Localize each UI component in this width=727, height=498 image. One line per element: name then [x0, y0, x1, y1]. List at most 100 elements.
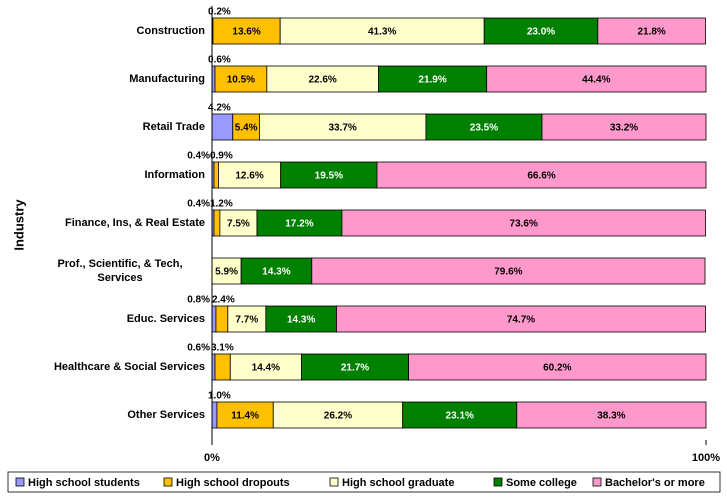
bar-segment	[516, 401, 707, 429]
category-label: Educ. Services	[126, 313, 205, 325]
data-label: 74.7%	[507, 315, 535, 326]
data-label: 0.6%	[187, 343, 210, 354]
data-label: 26.2%	[324, 411, 352, 422]
data-label: 21.9%	[418, 75, 446, 86]
legend-swatch	[163, 477, 173, 487]
bar-segment	[376, 161, 707, 189]
bar-segment	[213, 161, 219, 189]
data-label: 14.3%	[287, 315, 315, 326]
bar-segment	[215, 305, 229, 333]
data-label: 0.4%	[187, 199, 210, 210]
bar-segment	[341, 209, 706, 237]
bar-segment	[213, 209, 221, 237]
bar-segment	[486, 65, 707, 93]
bar-segment	[279, 17, 485, 45]
data-label: 13.6%	[232, 27, 260, 38]
data-label: 5.4%	[235, 123, 258, 134]
data-label: 41.3%	[368, 27, 396, 38]
data-label: 0.9%	[210, 151, 233, 162]
data-label: 0.6%	[208, 55, 231, 66]
bar-segment	[219, 209, 258, 237]
data-label: 33.7%	[328, 123, 356, 134]
data-label: 0.8%	[187, 295, 210, 306]
bar-segment	[265, 305, 337, 333]
bar-segment	[211, 257, 242, 285]
bar-segment	[240, 257, 313, 285]
category-label: Construction	[136, 25, 205, 37]
data-label: 1.2%	[210, 199, 233, 210]
data-label: 7.7%	[235, 315, 258, 326]
data-label: 38.3%	[597, 411, 625, 422]
data-label: 23.1%	[446, 411, 474, 422]
category-label: Retail Trade	[142, 121, 205, 133]
bar-segment	[272, 401, 404, 429]
data-label: 60.2%	[543, 363, 571, 374]
data-label: 33.2%	[610, 123, 638, 134]
data-label: 73.6%	[510, 219, 538, 230]
bar-segment	[256, 209, 343, 237]
data-label: 66.6%	[527, 171, 555, 182]
bar-segment	[211, 305, 217, 333]
bar-segment	[214, 65, 268, 93]
bar-segment	[408, 353, 707, 381]
data-label: 21.7%	[341, 363, 369, 374]
legend-label: High school students	[28, 477, 140, 489]
legend-swatch	[592, 477, 602, 487]
data-label: 2.4%	[212, 295, 235, 306]
legend-label: High school graduate	[342, 477, 454, 489]
data-label: 3.1%	[211, 343, 234, 354]
data-label: 5.9%	[215, 267, 238, 278]
data-label: 0.4%	[187, 151, 210, 162]
data-label: 21.8%	[637, 27, 665, 38]
data-label: 1.0%	[208, 391, 231, 402]
data-label: 22.6%	[308, 75, 336, 86]
bar-segment	[541, 113, 707, 141]
category-label: Information	[144, 169, 206, 181]
category-label: Healthcare & Social Services	[53, 361, 205, 373]
bar-segment	[229, 353, 302, 381]
bar-segment	[266, 65, 379, 93]
bar-segment	[218, 161, 282, 189]
bar-segment	[311, 257, 706, 285]
bar-segment	[378, 65, 488, 93]
bar-segment	[425, 113, 543, 141]
data-label: 17.2%	[285, 219, 313, 230]
data-label: 10.5%	[227, 75, 255, 86]
y-axis-label: Industry	[11, 199, 26, 251]
bar-segment	[227, 305, 267, 333]
category-label: Manufacturing	[129, 73, 205, 85]
bar-segment	[301, 353, 410, 381]
legend-label: Bachelor's or more	[605, 477, 705, 489]
data-label: 4.2%	[208, 103, 231, 114]
data-label: 23.5%	[470, 123, 498, 134]
bar-segment	[211, 401, 218, 429]
data-label: 12.6%	[235, 171, 263, 182]
bar-segment	[336, 305, 706, 333]
category-label: Finance, Ins, & Real Estate	[65, 217, 205, 229]
bar-segment	[402, 401, 518, 429]
data-label: 14.3%	[262, 267, 290, 278]
data-label: 11.4%	[231, 411, 259, 422]
data-label: 0.2%	[208, 7, 231, 18]
data-label: 79.6%	[494, 267, 522, 278]
data-label: 19.5%	[315, 171, 343, 182]
bar-segment	[216, 401, 274, 429]
legend-label: Some college	[506, 477, 577, 489]
legend-label: High school dropouts	[176, 477, 290, 489]
bar-segment	[597, 17, 706, 45]
bar-segment	[214, 353, 231, 381]
bar-segment	[211, 113, 234, 141]
data-label: 44.4%	[582, 75, 610, 86]
legend-swatch	[493, 477, 503, 487]
bar-segment	[232, 113, 260, 141]
legend-box	[7, 471, 721, 493]
data-label: 23.0%	[527, 27, 555, 38]
x-tick-label: 0%	[204, 452, 220, 464]
x-tick-label: 100%	[692, 452, 720, 464]
category-label: Other Services	[127, 409, 205, 421]
data-label: 7.5%	[227, 219, 250, 230]
legend-swatch	[329, 477, 339, 487]
data-label: 14.4%	[252, 363, 280, 374]
